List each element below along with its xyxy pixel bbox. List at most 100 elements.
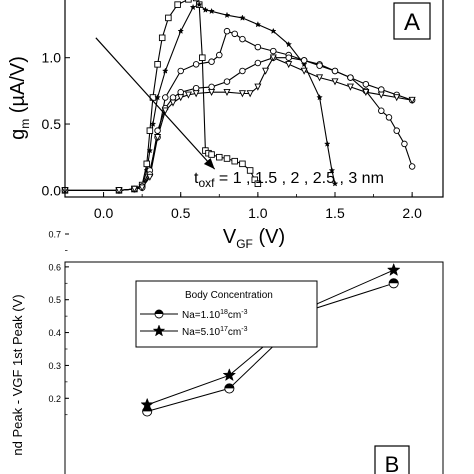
panel-a-point-s5	[331, 78, 339, 86]
panel-a-point-s2	[201, 6, 209, 13]
panel-a-point-s5	[316, 74, 324, 82]
panel-a-point-s5	[254, 83, 262, 91]
panel-a-point-s3	[231, 30, 238, 38]
panel-b-y-tick-label: 0.4	[48, 328, 61, 338]
panel-a-point-s1	[208, 151, 215, 158]
x-label-main: V	[223, 226, 237, 248]
legend-marker-star	[152, 324, 166, 337]
panel-b-point-s2	[222, 368, 237, 382]
panel-a-point-s3	[177, 67, 184, 75]
legend-entry-1-unit-sup: -3	[241, 309, 247, 316]
panel-a-point-s2	[285, 40, 293, 48]
legend-marker-2-symbol	[152, 324, 166, 337]
panel-a-point-s4	[378, 86, 385, 93]
y-label-unit: (µA/V)	[7, 56, 29, 119]
panel-a-point-s3	[254, 43, 262, 51]
panel-b-plot-frame	[64, 261, 444, 474]
panel-a-arrowhead	[203, 158, 215, 170]
panel-b-label-box	[374, 445, 410, 474]
panel-a-point-s1	[192, 0, 200, 2]
y-label-sub: m	[18, 119, 32, 129]
legend-marker-1-symbol	[154, 309, 164, 319]
panel-a-point-s1	[185, 0, 192, 3]
panel-a-point-s1	[174, 1, 181, 8]
panel-a-arrow	[95, 37, 216, 170]
panel-a-point-s5	[285, 61, 293, 69]
panel-a-point-s5	[223, 88, 231, 96]
panel-a-series-line-2	[65, 3, 336, 191]
annotation-rest: = 1 , 1.5 , 2 , 2.5 , 3 nm	[214, 170, 383, 187]
panel-a-point-s5	[184, 91, 192, 99]
panel-a-label-box	[393, 2, 431, 40]
panel-a-point-s3	[401, 140, 408, 148]
panel-a-point-s3	[208, 58, 215, 65]
panel-a-point-s5	[393, 94, 401, 102]
panel-a-point-s2	[269, 27, 277, 34]
panel-a-annotation: toxf = 1 , 1.5 , 2 , 2.5 , 3 nm	[194, 170, 384, 190]
panel-a-point-s2	[146, 147, 154, 154]
panel-a-point-s5	[138, 184, 146, 192]
panel-a-point-s3	[393, 127, 400, 134]
panel-a-point-s4	[331, 67, 339, 75]
panel-b-series-line-1	[147, 282, 394, 412]
panel-a-y-axis-label: gm (µA/V)	[7, 56, 32, 140]
panel-a-point-s5	[130, 185, 138, 193]
panel-a-point-s3	[270, 47, 277, 55]
legend-marker-half-circle	[154, 309, 164, 319]
legend-entry-1: Na=1.1018cm-3	[182, 309, 248, 321]
panel-a-point-s4	[254, 59, 262, 67]
panel-a-series-line-3	[65, 30, 413, 191]
panel-a-point-s3	[378, 107, 385, 115]
panel-a-point-s2	[254, 20, 262, 28]
panel-a-point-s3	[162, 94, 169, 101]
panel-a-point-s4	[239, 67, 246, 75]
panel-a-point-s5	[362, 88, 370, 96]
legend-entry-2-text: Na=5.10	[182, 327, 221, 338]
panel-a-point-s1	[199, 54, 206, 61]
x-label-unit: (V)	[253, 226, 285, 248]
panel-b-y-tick-label: 0.7	[48, 230, 61, 240]
legend-entry-1-sup: 18	[220, 309, 228, 316]
panel-a-point-s5	[262, 67, 270, 75]
panel-a-point-s5	[377, 91, 385, 99]
panel-a-point-s1	[165, 14, 172, 22]
panel-a-point-s4	[169, 94, 177, 101]
panel-a-point-s4	[347, 74, 354, 81]
panel-b-y-tick-label: 0.2	[48, 394, 61, 404]
panel-a-x-tick-label: 0.5	[171, 205, 191, 221]
panel-a-point-s4	[192, 84, 200, 92]
panel-a-x-tick-labels: 0.0 0.5 1.0 1.5 2.0	[94, 205, 422, 221]
panel-a-label: A	[404, 9, 420, 36]
panel-a-point-s5	[192, 90, 200, 98]
legend-entry-1-text: Na=1.10	[182, 310, 221, 321]
panel-b-y-tick-label: 0.6	[48, 262, 61, 272]
panel-a-point-s4	[208, 83, 215, 91]
panel-a-point-s2	[300, 60, 308, 68]
panel-a-point-s3	[223, 27, 231, 35]
legend-marker-1-symbol-fill	[155, 310, 163, 314]
panel-b-point-s1	[388, 278, 399, 289]
panel-a-point-s5	[154, 134, 162, 142]
panel-a-point-s4	[223, 78, 231, 85]
panel-a-point-s4	[316, 62, 323, 69]
panel-a-point-s5	[300, 67, 308, 75]
panel-a-point-s4	[154, 127, 161, 134]
panel-b-y-tick-labels: 0.7 0.6 0.5 0.4 0.3 0.2	[48, 230, 61, 404]
panel-a-point-s1	[223, 155, 231, 162]
panel-a-point-s2	[208, 7, 215, 15]
panel-a-point-s1	[143, 160, 151, 168]
panel-a-x-tick-label: 1.5	[325, 205, 345, 221]
panel-a-point-s5	[238, 90, 246, 98]
panel-a-point-s3	[408, 163, 416, 170]
panel-a-point-s2	[316, 94, 323, 101]
panel-a-point-s1	[154, 61, 161, 68]
panel-b-point-s2	[386, 262, 401, 276]
panel-a-x-tick-label: 1.0	[248, 205, 268, 221]
panel-b-point-s1-fill	[224, 383, 234, 389]
panel-b-label: B	[385, 452, 400, 474]
panel-b-y-axis-label: nd Peak - VGF 1st Peak (V)	[10, 294, 25, 455]
panel-a-point-s2	[154, 94, 161, 101]
panel-a-chart: 0.0 0.5 1.0 1.5 2.0 0.0 0.5 1.0 A toxf = 1 , 1…	[7, 0, 444, 251]
panel-a-point-s5	[169, 99, 177, 107]
